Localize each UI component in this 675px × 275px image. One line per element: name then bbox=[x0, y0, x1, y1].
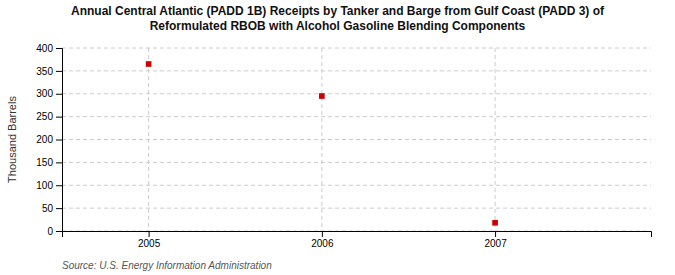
title-line: Reformulated RBOB with Alcohol Gasoline … bbox=[150, 19, 526, 33]
tick-mark bbox=[56, 208, 62, 209]
tick-label: 2006 bbox=[311, 238, 334, 249]
y-axis: 0 50 100 150 200 250 300 350 400 bbox=[36, 43, 62, 237]
tick-label: 150 bbox=[36, 157, 53, 168]
tick-mark bbox=[56, 162, 62, 163]
tick-label: 350 bbox=[36, 66, 53, 77]
point bbox=[319, 93, 325, 99]
title: Annual Central Atlantic (PADD 1B) Receip… bbox=[71, 4, 605, 33]
grid-line bbox=[62, 116, 651, 117]
tick: 350 bbox=[36, 66, 62, 77]
grid-line bbox=[62, 70, 651, 71]
tick-mark bbox=[56, 94, 62, 95]
tick-label: 2007 bbox=[484, 238, 507, 249]
tick: 2007 bbox=[484, 231, 507, 249]
tick-label: 100 bbox=[36, 180, 53, 191]
tick: 150 bbox=[36, 157, 62, 168]
tick-mark bbox=[322, 231, 323, 237]
tick-label: 2005 bbox=[138, 238, 161, 249]
tick: 300 bbox=[36, 88, 62, 99]
tick: 2005 bbox=[138, 231, 161, 249]
grid-line bbox=[62, 93, 651, 94]
tick-mark bbox=[56, 185, 62, 186]
tick: 250 bbox=[36, 111, 62, 122]
grid-line bbox=[148, 48, 149, 231]
point bbox=[492, 220, 498, 226]
grid-line bbox=[62, 48, 651, 49]
grid bbox=[62, 48, 651, 231]
tick-label: 50 bbox=[42, 203, 54, 214]
grid-line bbox=[62, 185, 651, 186]
tick: 100 bbox=[36, 180, 62, 191]
points bbox=[146, 61, 498, 225]
plot: 2005 2006 2007 0 50 100 150 200 250 300 350 400 bbox=[36, 43, 651, 249]
tick-label: 0 bbox=[47, 226, 53, 237]
tick-mark bbox=[56, 231, 62, 232]
tick-mark bbox=[56, 71, 62, 72]
axis-line bbox=[56, 49, 63, 232]
grid-line bbox=[62, 139, 651, 140]
tick-mark bbox=[495, 231, 496, 237]
tick-mark bbox=[56, 117, 62, 118]
tick: 200 bbox=[36, 134, 62, 145]
point bbox=[146, 61, 152, 67]
chart: Annual Central Atlantic (PADD 1B) Receip… bbox=[0, 0, 675, 275]
axis-line bbox=[63, 232, 652, 238]
grid-line bbox=[495, 48, 496, 231]
tick: 50 bbox=[42, 203, 62, 214]
grid-line bbox=[321, 48, 322, 231]
grid-line bbox=[62, 208, 651, 209]
tick: 0 bbox=[47, 226, 62, 237]
tick: 400 bbox=[36, 43, 62, 54]
tick-label: 200 bbox=[36, 134, 53, 145]
tick-label: 300 bbox=[36, 88, 53, 99]
tick-mark bbox=[56, 140, 62, 141]
title-line: Annual Central Atlantic (PADD 1B) Receip… bbox=[71, 4, 605, 18]
grid-line bbox=[62, 162, 651, 163]
tick-label: 400 bbox=[36, 43, 53, 54]
x-axis: 2005 2006 2007 bbox=[63, 231, 652, 249]
tick: 2006 bbox=[311, 231, 334, 249]
tick-mark bbox=[149, 231, 150, 237]
tick-label: 250 bbox=[36, 111, 53, 122]
source: Source: U.S. Energy Information Administ… bbox=[62, 260, 272, 271]
y-axis-title: Thousand Barrels bbox=[6, 96, 18, 183]
tick-mark bbox=[56, 48, 62, 49]
